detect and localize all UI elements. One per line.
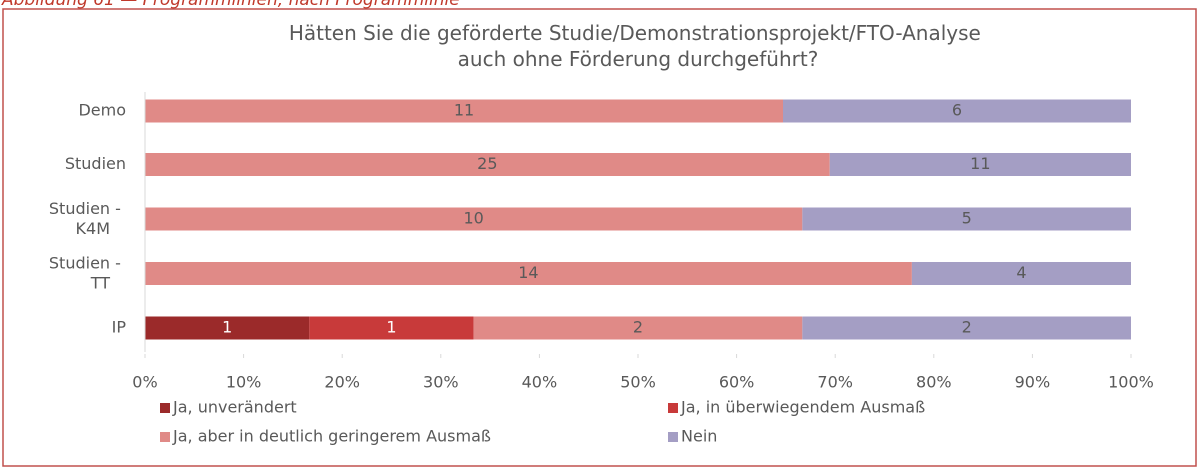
x-tick-label: 80% <box>916 373 952 392</box>
data-label: 1 <box>386 318 396 337</box>
bar-segment <box>145 316 310 340</box>
data-label: 25 <box>477 154 497 173</box>
y-tick-label: Demo <box>78 101 126 120</box>
bar-segment <box>145 153 830 176</box>
legend-swatch <box>668 432 678 442</box>
x-tick-label: 70% <box>817 373 853 392</box>
bar-segment <box>145 207 803 231</box>
data-label: 1 <box>222 318 232 337</box>
caption: Abbildung 61 — Programmlinien, nach Prog… <box>1 0 460 10</box>
x-tick-label: 0% <box>132 373 157 392</box>
legend-label: Ja, unverändert <box>172 398 297 417</box>
bar-segment <box>802 316 1131 340</box>
x-tick-label: 40% <box>522 373 558 392</box>
data-label: 10 <box>463 209 483 228</box>
legend-label: Ja, aber in deutlich geringerem Ausmaß <box>172 427 491 446</box>
x-tick-label: 50% <box>620 373 656 392</box>
legend-label: Nein <box>681 427 717 446</box>
x-tick-label: 20% <box>324 373 360 392</box>
data-label: 5 <box>962 209 972 228</box>
legend-label: Ja, in überwiegendem Ausmaß <box>680 398 925 417</box>
y-tick-label: Studien - TT <box>49 253 126 292</box>
bar-segment <box>145 262 912 285</box>
y-tick-label: Studien <box>65 154 126 173</box>
x-tick-label: 90% <box>1015 373 1051 392</box>
y-tick-label: IP <box>112 318 127 337</box>
bar-segment <box>783 99 1131 123</box>
data-label: 4 <box>1016 263 1026 282</box>
x-tick-label: 60% <box>719 373 755 392</box>
bar-segment <box>829 153 1131 176</box>
frame <box>2 8 1197 467</box>
x-tick-label: 100% <box>1108 373 1154 392</box>
data-label: 11 <box>454 101 474 120</box>
legend-swatch <box>160 403 170 413</box>
legend-swatch <box>160 432 170 442</box>
data-label: 2 <box>962 318 972 337</box>
data-label: 6 <box>952 101 962 120</box>
legend-swatch <box>668 403 678 413</box>
data-label: 2 <box>633 318 643 337</box>
y-tick-label: Studien - K4M <box>49 199 126 238</box>
x-tick-label: 30% <box>423 373 459 392</box>
data-label: 11 <box>970 154 990 173</box>
bar-segment <box>145 99 783 123</box>
data-label: 14 <box>518 263 538 282</box>
bar-segment <box>911 262 1131 285</box>
bar-segment <box>802 207 1131 231</box>
bar-segment <box>473 316 803 340</box>
chart-title: Hätten Sie die geförderte Studie/Demonst… <box>289 21 987 71</box>
bar-segment <box>309 316 474 340</box>
x-tick-label: 10% <box>226 373 262 392</box>
